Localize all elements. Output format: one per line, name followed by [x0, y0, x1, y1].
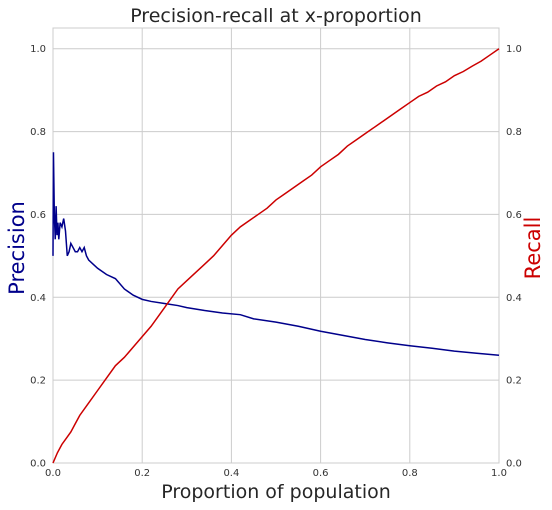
y-right-tick-labels: 0.0 0.2 0.4 0.6 0.8 1.0	[506, 44, 522, 469]
x-tick-label: 0.8	[402, 468, 418, 479]
y-left-tick-label: 0.6	[30, 210, 46, 221]
precision-series-line	[52, 152, 500, 357]
y-left-tick-label: 1.0	[30, 44, 46, 55]
x-tick-label: 1.0	[491, 468, 507, 479]
x-tick-label: 0.6	[313, 468, 329, 479]
x-axis-label: Proportion of population	[161, 481, 391, 503]
plot-background	[53, 28, 499, 463]
x-tick-label: 0.0	[45, 468, 61, 479]
y-right-tick-label: 0.6	[506, 210, 522, 221]
y-right-tick-label: 0.8	[506, 127, 522, 138]
chart-title: Precision-recall at x-proportion	[130, 5, 422, 27]
y-right-tick-label: 0.2	[506, 376, 522, 387]
y-right-tick-label: 0.4	[506, 293, 522, 304]
y-right-tick-label: 0.0	[506, 459, 522, 470]
x-tick-labels: 0.0 0.2 0.4 0.6 0.8 1.0	[45, 468, 507, 479]
recall-series-line	[52, 48, 500, 464]
x-tick-label: 0.4	[223, 468, 239, 479]
y-left-tick-labels: 0.0 0.2 0.4 0.6 0.8 1.0	[30, 44, 46, 469]
y-left-tick-label: 0.0	[30, 459, 46, 470]
y-axis-right-label: Recall	[521, 217, 545, 280]
y-left-tick-label: 0.2	[30, 376, 46, 387]
y-right-tick-label: 1.0	[506, 44, 522, 55]
y-left-tick-label: 0.4	[30, 293, 46, 304]
y-axis-left-label: Precision	[5, 201, 29, 295]
y-left-tick-label: 0.8	[30, 127, 46, 138]
x-tick-label: 0.2	[134, 468, 150, 479]
